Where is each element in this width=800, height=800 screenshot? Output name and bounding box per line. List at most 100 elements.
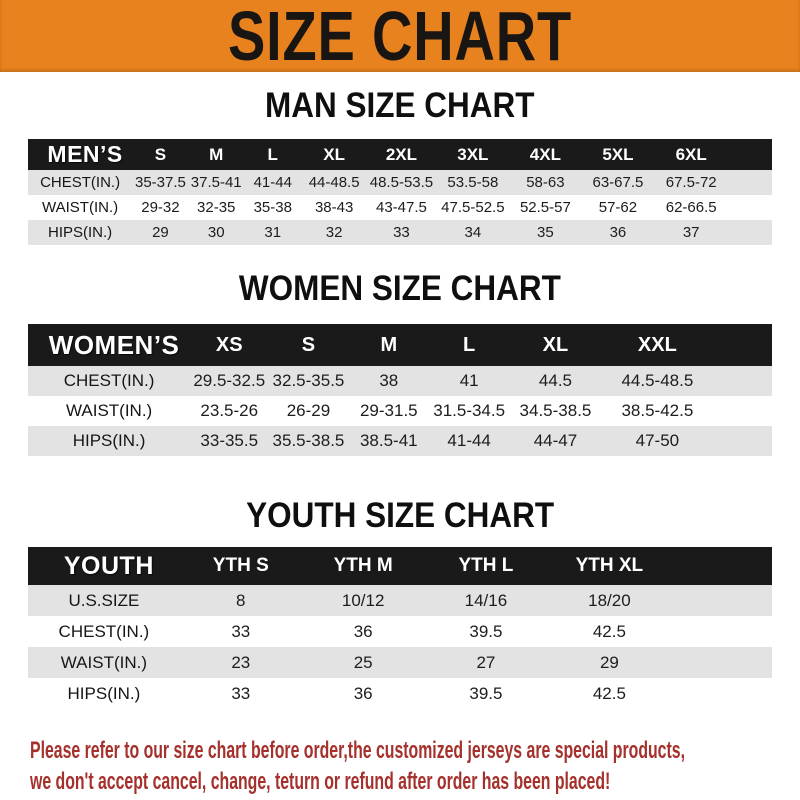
column-header-cell: 4XL xyxy=(529,144,561,164)
column-header-cell: L xyxy=(267,144,278,164)
value-cell: 26-29 xyxy=(286,401,331,420)
value-cell: 67.5-72 xyxy=(665,174,717,191)
value-cell: 57-62 xyxy=(598,199,638,216)
women-section-heading: WOMEN SIZE CHART xyxy=(0,271,800,307)
value-cell: 36 xyxy=(353,621,373,641)
banner-title: SIZE CHART xyxy=(228,0,572,75)
row-label-cell: WAIST(IN.) xyxy=(65,401,153,420)
women-section-heading-text: WOMEN SIZE CHART xyxy=(238,269,561,308)
row-label-cell: HIPS(IN.) xyxy=(72,431,146,450)
spacer-cell xyxy=(672,616,772,647)
value-cell: 47.5-52.5 xyxy=(441,199,505,216)
value-cell: 33 xyxy=(393,224,410,241)
value-cell: 30 xyxy=(207,224,225,241)
spacer-cell xyxy=(728,220,772,245)
spacer-cell xyxy=(672,547,772,585)
man-table-header-row: MEN’S S M L XL 2XL 3XL 4XL 5XL 6XL xyxy=(28,139,772,170)
value-cell: 38-43 xyxy=(314,199,354,216)
column-header-cell: YTH M xyxy=(333,555,393,576)
value-cell: 38 xyxy=(379,371,399,390)
value-cell: 10/12 xyxy=(341,590,385,610)
column-header-cell: XL xyxy=(542,333,569,356)
value-cell: 35 xyxy=(537,224,554,241)
spacer-cell xyxy=(713,426,772,456)
value-cell: 44-48.5 xyxy=(308,174,360,191)
row-label-cell: CHEST(IN.) xyxy=(63,371,155,390)
value-cell: 38.5-41 xyxy=(359,431,418,450)
row-label-cell: CHEST(IN.) xyxy=(40,174,121,191)
man-section-heading: MAN SIZE CHART xyxy=(0,88,800,124)
spacer-cell xyxy=(672,647,772,678)
spacer-cell xyxy=(713,396,772,426)
value-cell: 39.5 xyxy=(469,683,503,703)
value-cell: 27 xyxy=(476,652,496,672)
table-row: HIPS(IN.) 29 30 31 32 33 34 35 36 37 xyxy=(28,220,772,245)
value-cell: 34.5-38.5 xyxy=(519,401,592,420)
youth-section-heading: YOUTH SIZE CHART xyxy=(0,498,800,534)
notice-line-1: Please refer to our size chart before or… xyxy=(30,737,685,764)
table-row: CHEST(IN.) 35-37.5 37.5-41 41-44 44-48.5 48.5… xyxy=(28,170,772,195)
banner: SIZE CHART xyxy=(0,0,800,72)
value-cell: 18/20 xyxy=(588,590,631,610)
column-header-cell: YTH XL xyxy=(575,555,644,576)
footer-notice: Please refer to our size chart before or… xyxy=(0,735,800,797)
row-label-cell: U.S.SIZE xyxy=(68,590,140,610)
table-row: CHEST(IN.) 29.5-32.5 32.5-35.5 38 41 44.5 44.5… xyxy=(28,366,772,396)
table-row: HIPS(IN.) 33-35.5 35.5-38.5 38.5-41 41-44 44-… xyxy=(28,426,772,456)
value-cell: 52.5-57 xyxy=(519,199,571,216)
row-label-cell: HIPS(IN.) xyxy=(67,683,141,703)
women-size-table: WOMEN’S XS S M L XL XXL CHEST(IN.) 29.5-32.5 32.5… xyxy=(0,324,800,456)
row-label-cell: WAIST(IN.) xyxy=(60,652,147,672)
man-size-table-grid: MEN’S S M L XL 2XL 3XL 4XL 5XL 6XL CHEST(IN.) 35-37… xyxy=(28,139,772,245)
value-cell: 29 xyxy=(152,224,169,241)
column-header-cell: 3XL xyxy=(457,144,489,164)
column-header-cell: S xyxy=(154,144,167,164)
value-cell: 48.5-53.5 xyxy=(369,174,434,191)
value-cell: 32.5-35.5 xyxy=(272,371,345,390)
value-cell: 31 xyxy=(264,224,282,241)
value-cell: 41 xyxy=(459,371,479,390)
women-table-title: WOMEN’S xyxy=(48,329,180,360)
value-cell: 41-44 xyxy=(253,174,292,191)
value-cell: 33-35.5 xyxy=(200,431,259,450)
value-cell: 25 xyxy=(353,652,373,672)
value-cell: 8 xyxy=(236,590,246,610)
value-cell: 33 xyxy=(231,621,251,641)
value-cell: 44-47 xyxy=(533,431,578,450)
value-cell: 32-35 xyxy=(197,199,236,216)
value-cell: 35-38 xyxy=(253,199,292,216)
column-header-cell: 6XL xyxy=(675,144,707,164)
table-row: WAIST(IN.) 23 25 27 29 xyxy=(28,647,772,678)
spacer-cell xyxy=(713,366,772,396)
value-cell: 34 xyxy=(464,224,482,241)
table-row: U.S.SIZE 8 10/12 14/16 18/20 xyxy=(28,585,772,616)
table-row: CHEST(IN.) 33 36 39.5 42.5 xyxy=(28,616,772,647)
value-cell: 62-66.5 xyxy=(665,199,717,216)
value-cell: 23 xyxy=(231,652,251,672)
spacer-cell xyxy=(728,170,772,195)
value-cell: 33 xyxy=(231,683,251,703)
value-cell: 36 xyxy=(609,224,627,241)
column-header-cell: 2XL xyxy=(385,144,418,164)
value-cell: 35.5-38.5 xyxy=(272,431,345,450)
spacer-cell xyxy=(728,195,772,220)
table-row: WAIST(IN.) 29-32 32-35 35-38 38-43 43-47.5 47.… xyxy=(28,195,772,220)
value-cell: 31.5-34.5 xyxy=(433,401,506,420)
value-cell: 29-32 xyxy=(141,199,180,216)
value-cell: 35-37.5 xyxy=(134,174,186,191)
value-cell: 36 xyxy=(353,683,373,703)
youth-table-header-row: YOUTH YTH S YTH M YTH L YTH XL xyxy=(28,547,772,585)
row-label-cell: WAIST(IN.) xyxy=(42,199,119,216)
column-header-cell: 5XL xyxy=(602,144,634,164)
value-cell: 44.5 xyxy=(538,371,572,390)
value-cell: 42.5 xyxy=(592,683,626,703)
youth-section-heading-text: YOUTH SIZE CHART xyxy=(245,496,554,535)
value-cell: 32 xyxy=(325,224,343,241)
value-cell: 47-50 xyxy=(635,431,680,450)
column-header-cell: YTH S xyxy=(212,555,269,576)
women-table-header-row: WOMEN’S XS S M L XL XXL xyxy=(28,324,772,366)
column-header-cell: XXL xyxy=(637,333,677,356)
youth-size-table: YOUTH YTH S YTH M YTH L YTH XL U.S.SIZE 8 10/12… xyxy=(0,547,800,709)
column-header-cell: YTH L xyxy=(458,555,514,576)
